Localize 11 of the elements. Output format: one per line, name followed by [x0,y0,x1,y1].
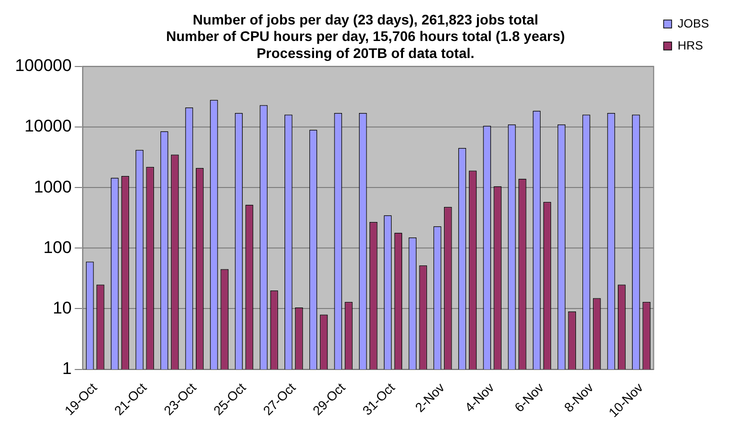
text: Number of CPU hours per day, 15,706 hours total (1.8 years) [166,28,565,44]
text: Processing of 20TB of data total. [256,44,474,61]
y-tick-label: 10 [52,298,72,318]
legend-label: HRS [678,38,703,52]
y-tick-label: 1000 [34,177,72,196]
legend-label: JOBS [678,16,709,30]
y-tick-label: 1 [62,359,72,378]
y-tick-label: 100 [43,238,72,257]
text: Number of jobs per day (23 days), 261,823 jobs total [192,11,538,28]
y-tick-label: 100000 [14,56,72,76]
y-tick-label: 10000 [24,116,72,136]
